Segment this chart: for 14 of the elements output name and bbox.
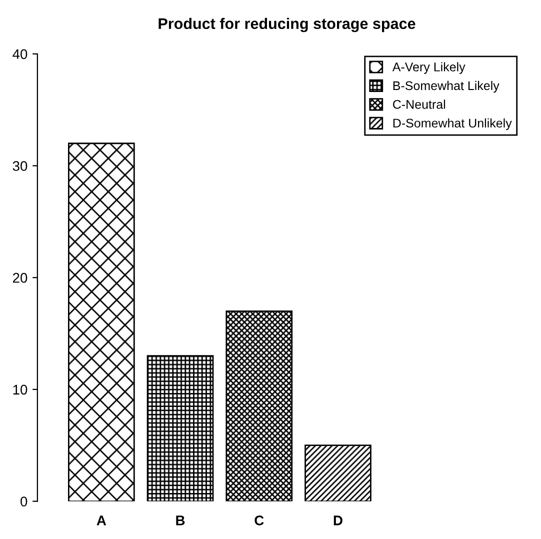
legend-label: C-Neutral bbox=[393, 100, 446, 109]
y-tick-label: 40 bbox=[12, 49, 28, 60]
y-tick-label: 10 bbox=[13, 384, 28, 395]
legend-label: D-Somewhat Unlikely bbox=[393, 118, 512, 130]
x-tick-label: A bbox=[96, 516, 106, 526]
y-tick-label: 20 bbox=[12, 272, 28, 283]
x-tick-label: D bbox=[334, 516, 342, 526]
chart-title: Product for reducing storage space bbox=[158, 18, 416, 32]
x-tick-label: C bbox=[254, 516, 264, 526]
y-tick-label: 0 bbox=[20, 496, 28, 506]
legend-label: A-Very Likely bbox=[392, 62, 466, 74]
legend-label: B-Somewhat Likely bbox=[393, 80, 500, 93]
x-tick-label: B bbox=[176, 516, 185, 526]
y-tick-label: 30 bbox=[12, 161, 28, 171]
